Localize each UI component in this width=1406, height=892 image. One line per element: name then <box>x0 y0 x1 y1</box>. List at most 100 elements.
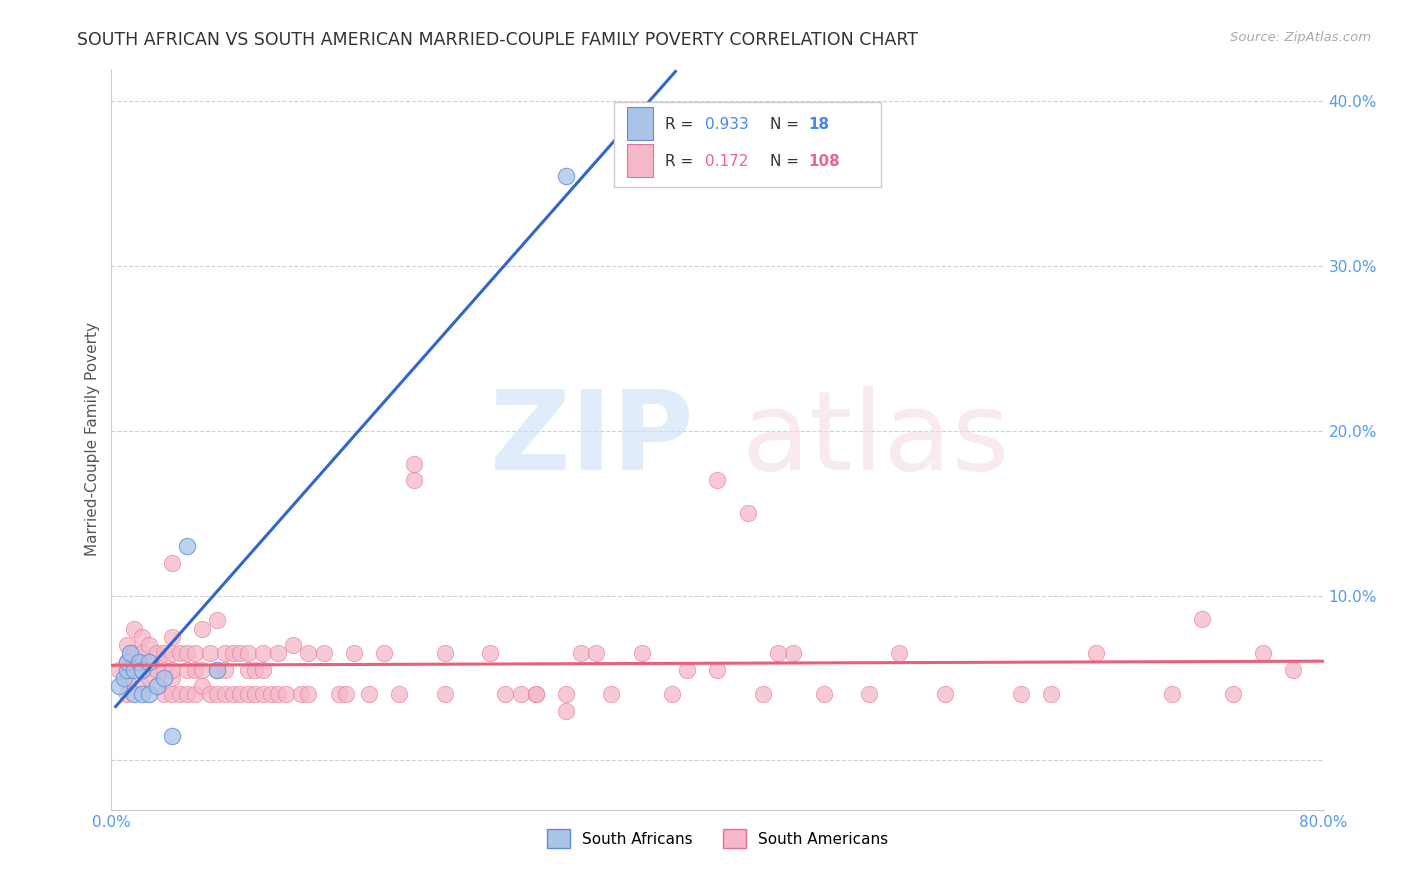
Point <box>160 729 183 743</box>
Point <box>184 688 207 702</box>
Point <box>267 688 290 702</box>
Legend: South Africans, South Americans: South Africans, South Americans <box>540 823 894 854</box>
Point <box>146 679 169 693</box>
Point <box>509 688 531 702</box>
Point <box>176 646 198 660</box>
Point <box>555 704 578 718</box>
Point <box>479 646 502 660</box>
Text: 18: 18 <box>808 117 830 132</box>
Point <box>160 663 183 677</box>
Text: 0.933: 0.933 <box>706 117 749 132</box>
Point <box>283 638 305 652</box>
Point <box>153 663 176 677</box>
Point <box>115 655 138 669</box>
Point <box>131 688 153 702</box>
Point <box>128 655 150 669</box>
Bar <box>627 107 654 140</box>
Point <box>146 663 169 677</box>
Point <box>146 679 169 693</box>
Point <box>245 688 267 702</box>
Text: R =: R = <box>665 117 699 132</box>
Point <box>1161 688 1184 702</box>
Point <box>160 671 183 685</box>
Point <box>274 688 297 702</box>
Point <box>1010 688 1032 702</box>
Point <box>138 655 160 669</box>
Point <box>312 646 335 660</box>
Point <box>191 679 214 693</box>
Point <box>191 663 214 677</box>
Point <box>297 646 319 660</box>
Point <box>115 663 138 677</box>
Point <box>569 646 592 660</box>
Point <box>555 688 578 702</box>
Point <box>131 679 153 693</box>
Point <box>494 688 516 702</box>
Point <box>131 663 153 677</box>
Point <box>259 688 281 702</box>
Point <box>176 663 198 677</box>
Point <box>176 539 198 553</box>
Point <box>122 646 145 660</box>
Point <box>706 663 728 677</box>
Point <box>122 663 145 677</box>
Point <box>335 688 357 702</box>
Point <box>138 655 160 669</box>
Point <box>108 663 131 677</box>
Point <box>630 646 652 660</box>
Point <box>198 646 221 660</box>
Point <box>737 506 759 520</box>
Point <box>357 688 380 702</box>
Point <box>245 663 267 677</box>
Point <box>229 646 252 660</box>
Point <box>813 688 835 702</box>
Point <box>236 663 259 677</box>
Y-axis label: Married-Couple Family Poverty: Married-Couple Family Poverty <box>86 322 100 556</box>
Point <box>676 663 699 677</box>
Point <box>115 655 138 669</box>
Point <box>207 613 229 627</box>
Text: 108: 108 <box>808 153 841 169</box>
Point <box>1222 688 1244 702</box>
Point <box>207 663 229 677</box>
Point <box>290 688 312 702</box>
Point <box>131 630 153 644</box>
Point <box>236 646 259 660</box>
Point <box>115 638 138 652</box>
Point <box>122 622 145 636</box>
Point <box>1282 663 1305 677</box>
Point <box>404 457 426 471</box>
Point <box>112 671 135 685</box>
Point <box>138 638 160 652</box>
Text: atlas: atlas <box>742 385 1011 492</box>
Point <box>153 688 176 702</box>
Point <box>388 688 411 702</box>
Point <box>169 688 191 702</box>
Point <box>766 646 789 660</box>
Point <box>146 646 169 660</box>
Point <box>138 671 160 685</box>
Point <box>108 679 131 693</box>
Point <box>585 646 607 660</box>
Point <box>153 671 176 685</box>
Point <box>267 646 290 660</box>
Point <box>404 474 426 488</box>
Point <box>328 688 350 702</box>
Text: N =: N = <box>769 153 803 169</box>
Point <box>1085 646 1108 660</box>
Point <box>214 688 236 702</box>
Bar <box>627 145 654 178</box>
Point <box>221 688 243 702</box>
Point <box>236 688 259 702</box>
Point <box>600 688 623 702</box>
Point <box>752 688 775 702</box>
Text: ZIP: ZIP <box>489 385 693 492</box>
Point <box>169 646 191 660</box>
Point <box>198 688 221 702</box>
Point <box>524 688 547 702</box>
Point <box>131 663 153 677</box>
Point <box>1251 646 1274 660</box>
Text: SOUTH AFRICAN VS SOUTH AMERICAN MARRIED-COUPLE FAMILY POVERTY CORRELATION CHART: SOUTH AFRICAN VS SOUTH AMERICAN MARRIED-… <box>77 31 918 49</box>
Point <box>115 688 138 702</box>
Point <box>160 646 183 660</box>
